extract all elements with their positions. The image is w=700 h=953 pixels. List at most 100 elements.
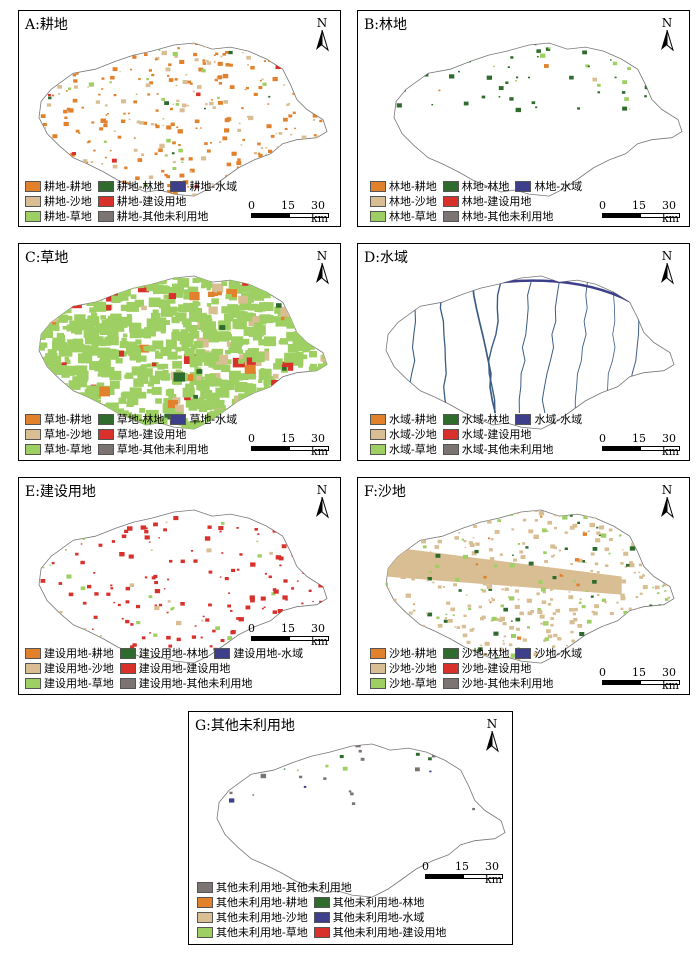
land-patch bbox=[125, 48, 130, 52]
land-patch bbox=[535, 106, 538, 109]
land-patch bbox=[60, 621, 66, 626]
legend-swatch bbox=[370, 181, 386, 192]
land-patch bbox=[196, 376, 202, 381]
land-patch bbox=[185, 374, 194, 381]
land-patch bbox=[537, 609, 543, 614]
land-patch bbox=[646, 614, 649, 616]
land-patch bbox=[166, 306, 178, 316]
land-patch bbox=[649, 634, 655, 639]
land-patch bbox=[151, 386, 162, 395]
land-patch bbox=[163, 320, 170, 325]
land-patch bbox=[609, 538, 613, 542]
land-patch bbox=[255, 280, 261, 286]
land-patch bbox=[153, 290, 159, 295]
land-patch bbox=[127, 400, 135, 407]
land-patch bbox=[66, 73, 69, 75]
land-patch bbox=[273, 363, 282, 370]
legend-label: 其他未利用地-林地 bbox=[332, 896, 425, 909]
land-patch bbox=[415, 639, 420, 643]
land-patch bbox=[83, 393, 90, 398]
land-patch bbox=[421, 557, 424, 560]
land-patch bbox=[579, 632, 585, 637]
land-patch bbox=[437, 585, 442, 589]
land-patch bbox=[659, 651, 663, 654]
land-patch bbox=[520, 555, 526, 559]
land-patch bbox=[69, 298, 82, 309]
land-patch bbox=[635, 609, 638, 612]
land-patch bbox=[624, 517, 627, 520]
land-patch bbox=[522, 542, 526, 545]
land-patch bbox=[286, 331, 298, 342]
land-patch bbox=[541, 528, 547, 533]
land-patch bbox=[569, 608, 574, 612]
land-patch bbox=[288, 114, 293, 118]
land-patch bbox=[141, 305, 147, 311]
legend-row: 建设用地-耕地 建设用地-林地 建设用地-水域 bbox=[25, 646, 309, 661]
land-patch bbox=[599, 525, 605, 530]
land-patch bbox=[117, 282, 122, 287]
land-patch bbox=[302, 347, 309, 353]
land-patch bbox=[490, 597, 493, 599]
land-patch bbox=[231, 630, 236, 634]
land-patch bbox=[121, 534, 127, 539]
land-patch bbox=[486, 75, 492, 80]
land-patch bbox=[386, 582, 388, 586]
land-patch bbox=[621, 579, 627, 584]
land-patch bbox=[298, 294, 308, 302]
map-b bbox=[393, 42, 683, 197]
land-patch bbox=[144, 576, 148, 579]
land-patch bbox=[491, 616, 497, 621]
land-patch bbox=[443, 569, 449, 574]
land-patch bbox=[425, 534, 428, 537]
legend-row: 建设用地-沙地 建设用地-建设用地 bbox=[25, 661, 309, 676]
land-patch bbox=[400, 43, 406, 46]
legend-label: 水域-林地 bbox=[461, 413, 510, 426]
land-patch bbox=[219, 325, 226, 330]
land-patch bbox=[208, 603, 212, 607]
land-patch bbox=[225, 349, 231, 355]
land-patch bbox=[458, 532, 461, 534]
land-patch bbox=[514, 604, 520, 609]
land-patch bbox=[181, 421, 194, 430]
land-patch bbox=[633, 571, 636, 574]
land-patch bbox=[298, 174, 303, 178]
land-patch bbox=[579, 598, 582, 601]
land-patch bbox=[137, 391, 147, 399]
legend-swatch bbox=[515, 648, 532, 659]
legend-label: 林地-水域 bbox=[534, 180, 583, 193]
land-patch bbox=[303, 173, 309, 177]
legend-item: 林地-沙地 bbox=[370, 194, 437, 209]
land-patch bbox=[155, 398, 162, 404]
land-patch bbox=[111, 158, 117, 163]
land-patch bbox=[573, 607, 578, 612]
land-patch bbox=[40, 92, 44, 96]
land-patch bbox=[462, 633, 468, 638]
land-patch bbox=[501, 588, 504, 591]
land-patch bbox=[179, 59, 185, 64]
land-patch bbox=[259, 79, 262, 82]
land-patch bbox=[160, 347, 172, 356]
legend-swatch bbox=[25, 663, 41, 674]
land-patch bbox=[292, 187, 295, 190]
land-patch bbox=[176, 620, 182, 626]
legend-swatch bbox=[197, 912, 213, 923]
land-patch bbox=[631, 543, 635, 546]
land-patch bbox=[309, 316, 315, 320]
land-patch bbox=[182, 80, 188, 84]
land-patch bbox=[49, 564, 52, 566]
land-patch bbox=[299, 398, 306, 403]
land-patch bbox=[134, 299, 145, 308]
legend-item: 水域-林地 bbox=[442, 412, 510, 427]
land-patch bbox=[101, 77, 105, 80]
land-patch bbox=[569, 525, 575, 530]
land-patch bbox=[664, 543, 668, 546]
land-patch bbox=[668, 98, 671, 101]
land-patch bbox=[220, 521, 225, 525]
land-patch bbox=[279, 564, 282, 567]
land-patch bbox=[206, 403, 214, 410]
legend-item: 草地-耕地 bbox=[25, 412, 92, 427]
land-patch bbox=[159, 299, 171, 309]
land-patch bbox=[409, 514, 412, 517]
land-patch bbox=[86, 65, 91, 70]
land-patch bbox=[106, 350, 119, 360]
